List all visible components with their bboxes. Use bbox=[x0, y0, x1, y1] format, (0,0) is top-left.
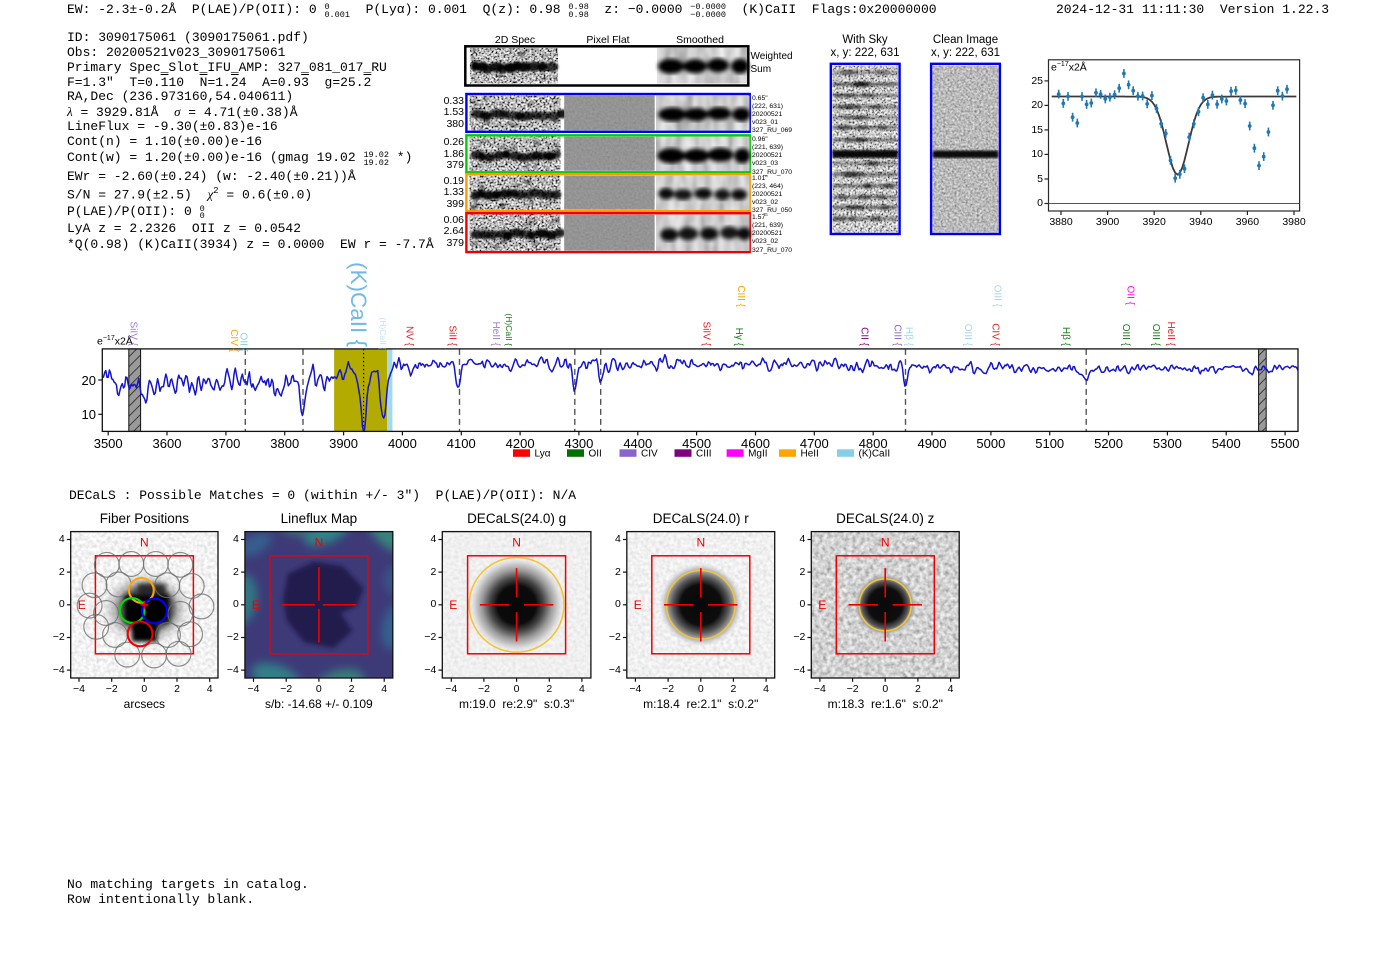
svg-text:SiII {: SiII { bbox=[447, 325, 458, 346]
svg-text:OII {: OII { bbox=[238, 333, 249, 353]
svg-text:OIII {: OIII { bbox=[1120, 324, 1131, 347]
svg-text:HeII {: HeII { bbox=[490, 322, 501, 347]
svg-text:E: E bbox=[634, 598, 642, 612]
svg-text:SiIV {: SiIV { bbox=[701, 322, 712, 347]
svg-text:Hβ {: Hβ { bbox=[903, 327, 914, 347]
svg-text:N: N bbox=[315, 536, 324, 550]
svg-text:CIII {: CIII { bbox=[735, 285, 746, 307]
svg-text:CIV: CIV bbox=[641, 449, 658, 460]
svg-text:Hγ {: Hγ { bbox=[733, 328, 744, 347]
svg-text:CII {: CII { bbox=[859, 327, 870, 347]
svg-text:N: N bbox=[696, 536, 705, 550]
svg-text:E: E bbox=[252, 598, 260, 612]
svg-text:OIII {: OIII { bbox=[1150, 324, 1161, 347]
svg-text:NV {: NV { bbox=[404, 326, 415, 347]
svg-text:OIII {: OIII { bbox=[992, 285, 1003, 308]
svg-text:OIII {: OIII { bbox=[962, 324, 973, 347]
svg-text:E: E bbox=[818, 598, 826, 612]
svg-text:E: E bbox=[449, 598, 457, 612]
svg-text:HeII {: HeII { bbox=[1165, 322, 1176, 347]
svg-text:N: N bbox=[881, 536, 890, 550]
svg-text:N: N bbox=[140, 536, 149, 550]
svg-text:Hβ {: Hβ { bbox=[1060, 327, 1071, 347]
svg-text:Lyα: Lyα bbox=[535, 449, 551, 460]
svg-text:(H)CaII {: (H)CaII { bbox=[504, 313, 514, 346]
svg-text:MgII: MgII bbox=[748, 449, 767, 460]
svg-text:HeII: HeII bbox=[801, 449, 819, 460]
svg-text:N: N bbox=[512, 536, 521, 550]
svg-text:E: E bbox=[78, 598, 86, 612]
svg-text:CIII {: CIII { bbox=[892, 324, 903, 346]
svg-text:CIII: CIII bbox=[696, 449, 712, 460]
svg-text:CIV {: CIV { bbox=[228, 329, 239, 352]
svg-text:(K)CaII {: (K)CaII { bbox=[346, 262, 371, 348]
svg-text:OII {: OII { bbox=[1125, 286, 1136, 306]
svg-text:(K)CaII: (K)CaII bbox=[859, 449, 891, 460]
svg-text:OII: OII bbox=[589, 449, 602, 460]
svg-text:(H)CaII {: (H)CaII { bbox=[378, 317, 388, 350]
svg-text:CIV {: CIV { bbox=[990, 323, 1001, 346]
svg-text:SiIV {: SiIV { bbox=[128, 322, 139, 347]
